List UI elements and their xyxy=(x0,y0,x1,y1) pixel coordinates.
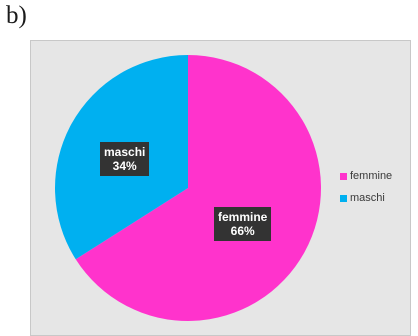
pie-slice-femmine xyxy=(75,55,321,321)
panel-label: b) xyxy=(6,2,27,29)
legend-swatch-femmine xyxy=(340,172,347,180)
legend-swatch-maschi xyxy=(340,194,347,202)
legend-label-femmine: femmine xyxy=(350,170,393,182)
legend-item-femmine: femmine xyxy=(340,165,392,187)
slice-label-femmine: femmine 66% xyxy=(214,207,272,241)
slice-label-maschi: maschi 34% xyxy=(100,142,150,176)
slice-label-maschi-pct: 34% xyxy=(112,159,137,173)
slice-label-femmine-name: femmine xyxy=(218,210,268,224)
legend: femmine maschi xyxy=(340,165,392,209)
slice-label-femmine-pct: 66% xyxy=(230,224,255,238)
legend-label-maschi: maschi xyxy=(350,192,385,204)
legend-item-maschi: maschi xyxy=(340,187,392,209)
slice-label-maschi-name: maschi xyxy=(104,145,146,159)
